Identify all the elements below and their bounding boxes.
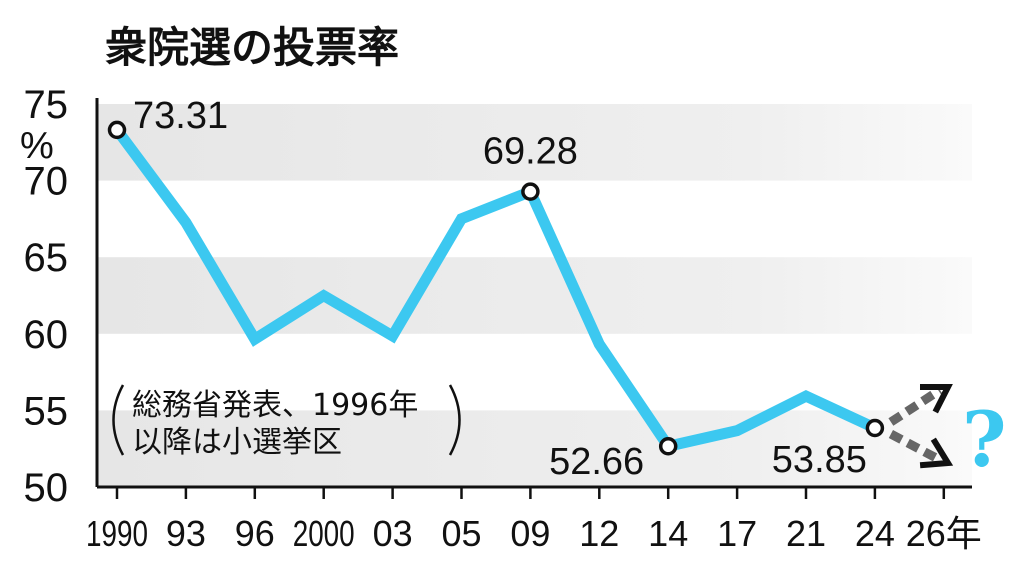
y-axis-unit: %: [20, 125, 54, 167]
x-tick-label: 03: [373, 513, 413, 554]
y-tick-label: 60: [24, 313, 69, 357]
data-label: 53.85: [772, 439, 867, 481]
x-tick-label: 05: [441, 513, 481, 554]
marker-point: [107, 120, 127, 140]
y-tick-label: 65: [24, 236, 69, 280]
y-tick-label: 70: [24, 160, 69, 204]
data-label: 69.28: [483, 131, 578, 173]
marker-point: [865, 418, 885, 438]
note-paren-right: [448, 384, 461, 456]
future-arrow-down-shaft: [888, 430, 943, 464]
y-tick-label: 50: [24, 466, 69, 510]
x-axis-ticks: 1990 93 96 2000 03 05 09 12 14 17 21 24 26年: [86, 487, 982, 554]
x-tick-label: 17: [717, 513, 757, 554]
grid-band-2: [97, 410, 972, 487]
x-tick-label: 26年: [906, 513, 982, 554]
x-tick-label: 93: [166, 513, 206, 554]
x-tick-label: 21: [786, 513, 826, 554]
x-tick-label: 96: [235, 513, 275, 554]
marker-point: [521, 182, 540, 201]
series-turnout: [112, 126, 878, 453]
data-markers: [107, 120, 885, 456]
x-tick-label: 09: [510, 513, 550, 554]
note-line-2: 以降は小選挙区: [132, 425, 342, 460]
data-label: 52.66: [549, 441, 644, 483]
y-tick-label: 55: [24, 389, 69, 433]
x-tick-label: 14: [648, 513, 688, 554]
future-arrow-down-head: [919, 437, 954, 469]
y-tick-label: 75: [24, 83, 69, 127]
x-tick-label: 24: [855, 513, 895, 554]
future-arrow-up-head: [919, 383, 953, 414]
note-paren-left: [112, 384, 125, 456]
x-tick-label: 1990: [86, 513, 148, 554]
series-line: [112, 126, 878, 453]
marker-point: [658, 436, 678, 456]
x-tick-label: 12: [579, 513, 619, 554]
future-arrow-up-shaft: [888, 386, 943, 426]
x-tick-label: 2000: [293, 513, 355, 554]
axes: [95, 98, 972, 489]
chart-title: 衆院選の投票率: [105, 23, 399, 72]
future-question-mark: ?: [962, 395, 1007, 484]
note-line-1: 総務省発表、1996年: [132, 388, 418, 423]
data-label: 73.31: [133, 95, 228, 137]
grid-band-0: [97, 104, 972, 181]
data-labels: 73.31 69.28 52.66 53.85: [133, 95, 867, 483]
grid-bands: [97, 104, 972, 487]
y-axis-ticks: 50 55 60 65 70 75: [24, 83, 69, 510]
source-note: 総務省発表、1996年 以降は小選挙区: [112, 384, 461, 460]
future-arrows: [888, 383, 954, 469]
